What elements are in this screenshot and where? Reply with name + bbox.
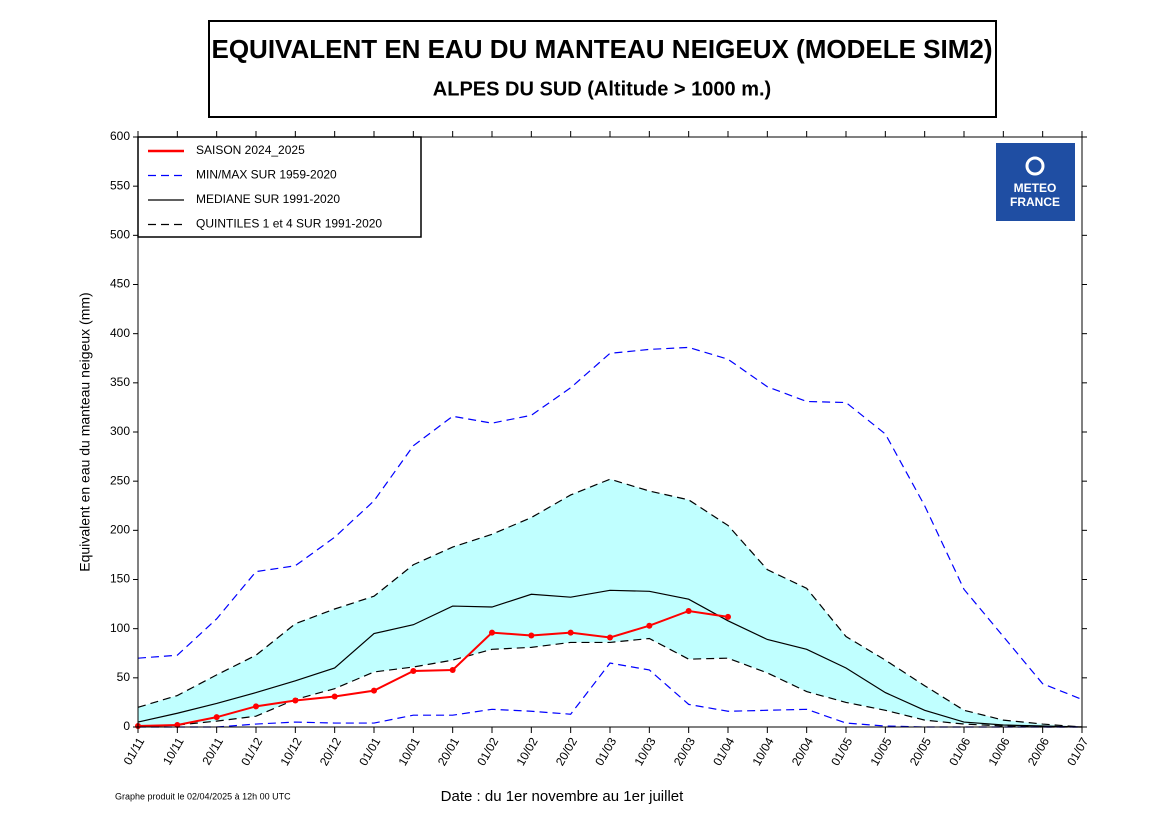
point xyxy=(489,629,495,636)
point xyxy=(725,613,731,620)
point xyxy=(410,667,417,674)
x-tick-label: 20/04 xyxy=(789,735,816,768)
x-tick-label: 01/05 xyxy=(828,735,855,768)
x-tick-label: 10/11 xyxy=(160,735,187,768)
y-tick-label: 350 xyxy=(110,375,130,389)
x-tick-label: 10/04 xyxy=(750,735,777,768)
x-tick-label: 20/06 xyxy=(1025,735,1052,768)
y-tick-label: 550 xyxy=(110,178,130,192)
chart-title: EQUIVALENT EN EAU DU MANTEAU NEIGEUX (MO… xyxy=(211,34,992,64)
y-tick-label: 50 xyxy=(117,670,131,684)
x-tick-label: 01/06 xyxy=(946,735,973,768)
x-tick-label: 01/04 xyxy=(710,735,737,768)
point xyxy=(371,687,377,694)
x-tick-label: 20/01 xyxy=(435,735,462,768)
x-tick-label: 20/11 xyxy=(199,735,226,768)
legend-label: SAISON 2024_2025 xyxy=(196,143,305,157)
logo-icon xyxy=(1025,156,1045,176)
series-line xyxy=(137,478,1083,728)
logo-background xyxy=(996,143,1075,221)
footnote: Graphe produit le 02/04/2025 à 12h 00 UT… xyxy=(115,791,291,801)
point xyxy=(646,622,653,629)
y-tick-label: 400 xyxy=(110,326,130,340)
series-line xyxy=(137,589,1083,728)
x-tick-label: 10/02 xyxy=(514,735,541,768)
logo-text: METEO xyxy=(1014,181,1057,195)
x-tick-label: 01/11 xyxy=(121,735,148,768)
x-tick-label: 20/05 xyxy=(907,735,934,768)
legend-label: QUINTILES 1 et 4 SUR 1991-2020 xyxy=(196,217,382,231)
series-line xyxy=(137,609,729,728)
x-tick-label: 10/03 xyxy=(632,735,659,768)
x-tick-label: 01/02 xyxy=(474,735,501,768)
x-tick-label: 20/03 xyxy=(671,735,698,768)
band-fill xyxy=(138,479,1082,727)
chart-subtitle: ALPES DU SUD (Altitude > 1000 m.) xyxy=(433,78,771,100)
x-tick-label: 01/01 xyxy=(356,735,383,768)
y-tick-label: 450 xyxy=(110,277,130,291)
title-box xyxy=(208,20,997,118)
x-tick-label: 10/05 xyxy=(868,735,895,768)
x-tick-label: 20/02 xyxy=(553,735,580,768)
y-tick-label: 150 xyxy=(110,572,130,586)
point xyxy=(331,693,338,700)
x-tick-label: 10/06 xyxy=(986,735,1013,768)
point xyxy=(449,666,456,673)
point xyxy=(253,703,259,710)
series-line xyxy=(138,662,1082,728)
y-tick-label: 250 xyxy=(110,473,130,487)
point xyxy=(607,634,613,641)
x-axis-label: Date : du 1er novembre au 1er juillet xyxy=(441,788,684,805)
x-tick-label: 01/07 xyxy=(1064,735,1091,768)
logo-text: FRANCE xyxy=(1010,195,1060,209)
y-axis-label: Equivalent en eau du manteau neigeux (mm… xyxy=(77,292,93,571)
logo: METEO FRANCE xyxy=(996,143,1075,221)
x-tick-label: 10/12 xyxy=(278,735,305,768)
y-tick-label: 500 xyxy=(110,228,130,242)
y-tick-label: 300 xyxy=(110,424,130,438)
point xyxy=(292,697,299,704)
legend-box xyxy=(137,136,422,238)
series-line xyxy=(137,346,1083,701)
point xyxy=(685,607,692,614)
legend-label: MIN/MAX SUR 1959-2020 xyxy=(196,168,337,182)
x-tick-label: 01/12 xyxy=(238,735,265,768)
y-tick-label: 0 xyxy=(123,719,130,733)
x-tick-label: 10/01 xyxy=(396,735,423,768)
point xyxy=(567,629,574,636)
point xyxy=(528,632,535,639)
x-tick-label: 01/03 xyxy=(592,735,619,768)
y-tick-label: 600 xyxy=(110,129,130,143)
legend-label: MEDIANE SUR 1991-2020 xyxy=(196,192,340,206)
y-tick-label: 200 xyxy=(110,523,130,537)
point xyxy=(213,714,220,721)
x-tick-label: 20/12 xyxy=(317,735,344,768)
y-tick-label: 100 xyxy=(110,621,130,635)
